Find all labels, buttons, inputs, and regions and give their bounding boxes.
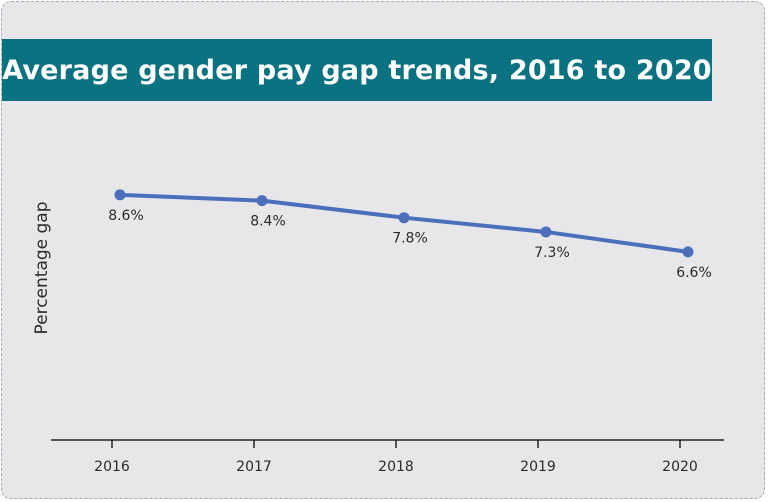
data-label: 7.8% xyxy=(392,231,428,247)
data-point xyxy=(540,226,552,238)
data-point xyxy=(256,195,268,207)
x-tick-label: 2017 xyxy=(236,459,272,475)
x-tick-label: 2018 xyxy=(378,459,414,475)
data-label: 8.6% xyxy=(108,208,144,224)
x-tick-label: 2019 xyxy=(520,459,556,475)
x-tick-label: 2016 xyxy=(94,459,130,475)
x-tick-label: 2020 xyxy=(662,459,698,475)
data-point xyxy=(114,189,126,201)
data-label: 7.3% xyxy=(534,245,570,261)
data-label: 8.4% xyxy=(250,214,286,230)
chart-title: Average gender pay gap trends, 2016 to 2… xyxy=(2,54,712,86)
data-point xyxy=(398,212,410,224)
data-label: 6.6% xyxy=(676,265,712,281)
title-banner: Average gender pay gap trends, 2016 to 2… xyxy=(2,39,712,101)
y-axis-label: Percentage gap xyxy=(32,201,52,334)
data-point xyxy=(682,246,694,258)
